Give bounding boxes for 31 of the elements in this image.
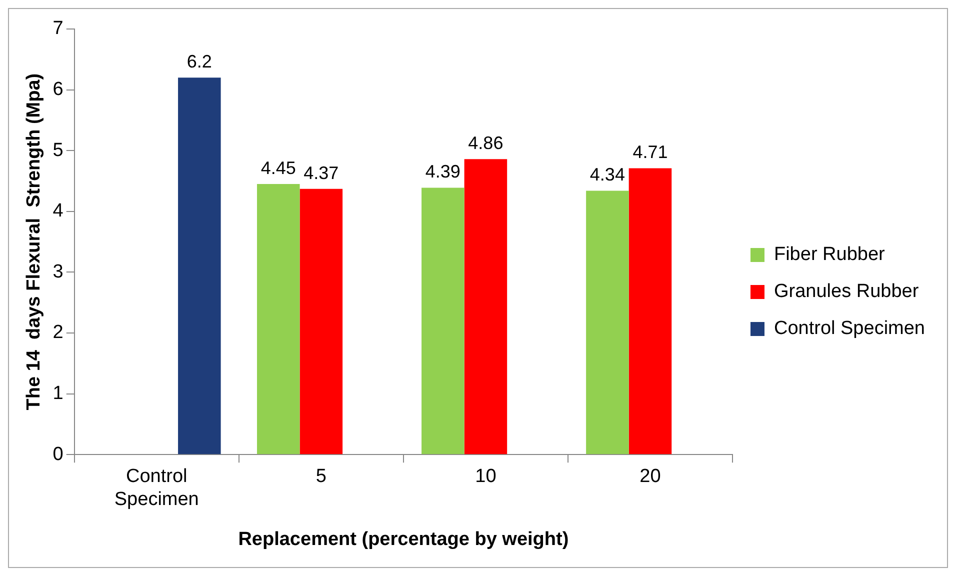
x-tick-label: 10 [475, 466, 496, 488]
bar [586, 190, 629, 454]
y-tick-label: 5 [52, 140, 64, 161]
y-tick-label: 4 [52, 200, 64, 222]
data-label: 4.34 [590, 164, 625, 185]
legend-label: Control Specimen [774, 318, 926, 340]
y-tick-label: 6 [52, 79, 64, 100]
legend-label: Fiber Rubber [774, 244, 886, 266]
y-axis-title: The 14 days Flexural Strength (Mpa) [24, 73, 45, 410]
x-axis-title: Replacement (percentage by weight) [238, 528, 569, 550]
bar [464, 159, 508, 454]
bar [628, 168, 672, 454]
x-tick-label: 5 [316, 466, 326, 488]
data-label: 4.71 [632, 142, 668, 162]
bar [422, 188, 464, 454]
legend-label: Granules Rubber [774, 281, 920, 302]
y-tick-label: 7 [52, 18, 64, 40]
y-tick-label: 3 [52, 261, 64, 282]
y-tick-label: 0 [52, 444, 64, 465]
bar [300, 188, 343, 454]
y-tick-label: 1 [52, 383, 64, 404]
data-label: 4.37 [304, 162, 339, 183]
x-tick-label: Control Specimen [114, 466, 199, 510]
y-tick-label: 2 [52, 322, 64, 344]
data-label: 4.39 [425, 162, 460, 182]
data-label: 4.45 [260, 158, 296, 178]
bar [256, 184, 300, 454]
bar [178, 78, 221, 454]
data-label: 4.86 [468, 133, 504, 154]
x-tick-label: 20 [640, 466, 661, 488]
data-label: 6.2 [186, 52, 212, 72]
